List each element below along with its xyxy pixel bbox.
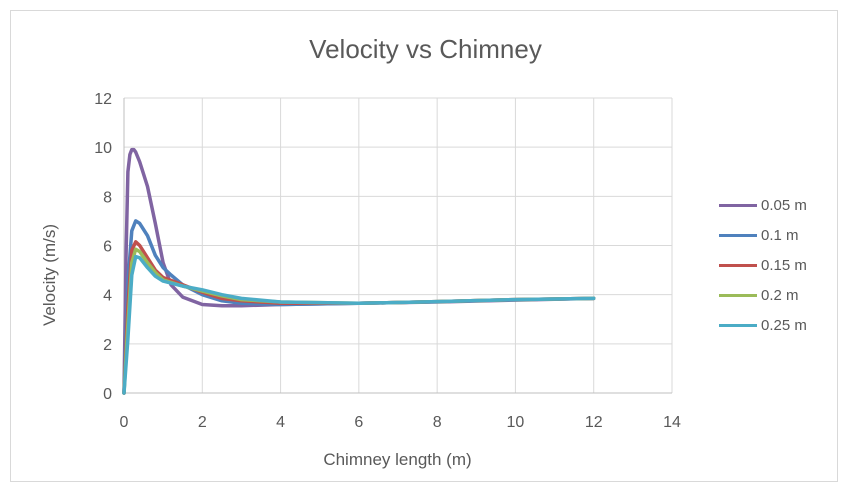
series-lines — [122, 147, 596, 395]
x-tick-label: 14 — [663, 414, 681, 431]
x-tick-label: 12 — [585, 414, 603, 431]
x-tick-label: 2 — [198, 414, 207, 431]
x-tick-label: 6 — [354, 414, 363, 431]
legend-label: 0.1 m — [761, 226, 799, 244]
y-tick-label: 10 — [94, 140, 112, 157]
x-axis-title: Chimney length (m) — [323, 450, 472, 469]
legend-label: 0.2 m — [761, 286, 799, 304]
legend-label: 0.05 m — [761, 196, 807, 214]
x-tick-label: 8 — [433, 414, 442, 431]
y-axis-title: Velocity (m/s) — [40, 223, 59, 327]
y-tick-label: 6 — [103, 239, 112, 256]
legend-swatch — [719, 323, 757, 327]
gridlines — [124, 97, 673, 393]
y-tick-label: 12 — [94, 91, 112, 108]
y-tick-label: 2 — [103, 337, 112, 354]
x-tick-label: 4 — [276, 414, 285, 431]
legend-swatch — [719, 203, 757, 207]
legend-item: 0.15 m — [719, 250, 844, 280]
legend-swatch — [719, 263, 757, 267]
y-tick-label: 4 — [103, 288, 112, 305]
y-tick-label: 8 — [103, 189, 112, 206]
legend-item: 0.25 m — [719, 310, 844, 340]
tick-labels: 0 2 4 6 8 10 12 0 2 4 6 8 10 12 14 — [94, 91, 681, 431]
legend-swatch — [719, 293, 757, 297]
legend-label: 0.25 m — [761, 316, 807, 334]
legend-item: 0.05 m — [719, 190, 844, 220]
legend-label: 0.15 m — [761, 256, 807, 274]
legend-swatch — [719, 233, 757, 237]
x-tick-label: 0 — [120, 414, 129, 431]
chart-title: Velocity vs Chimney — [309, 34, 542, 64]
legend: 0.05 m 0.1 m 0.15 m 0.2 m 0.25 m — [719, 190, 844, 340]
series-line-0-25-m — [122, 254, 596, 395]
legend-item: 0.2 m — [719, 280, 844, 310]
x-tick-label: 10 — [507, 414, 525, 431]
y-tick-label: 0 — [103, 386, 112, 403]
legend-item: 0.1 m — [719, 220, 844, 250]
